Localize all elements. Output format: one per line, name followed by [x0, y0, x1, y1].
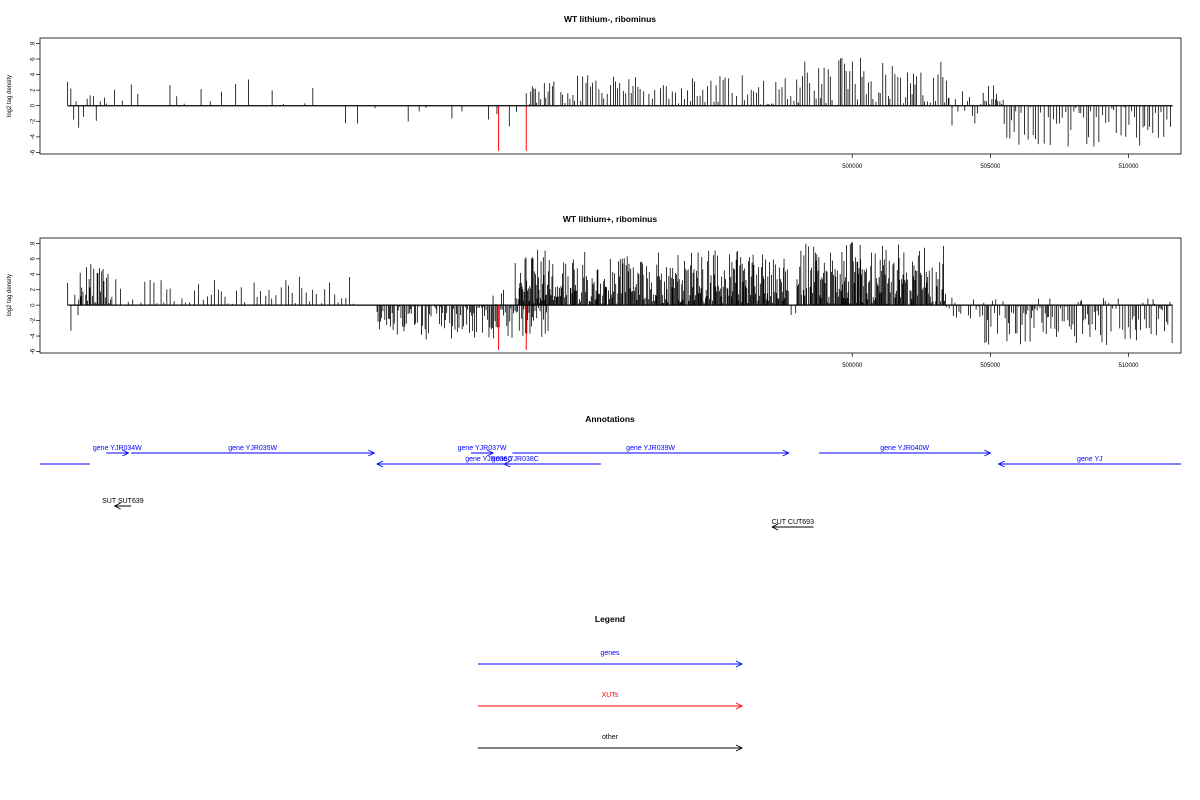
gene-label: gene YJR036C	[465, 456, 512, 463]
y-tick-label: -2	[31, 317, 37, 323]
gene-label: gene YJR040W	[880, 445, 929, 452]
panel1-plot-frame	[39, 37, 1182, 155]
legend-items: genes XUTs other	[478, 650, 744, 752]
arrowhead-right	[486, 449, 495, 457]
x-tick-label: 510000	[1118, 164, 1139, 170]
arrowhead-right	[122, 449, 130, 457]
other-label: CUT CUT693	[772, 519, 814, 526]
panel1-xut-bars	[498, 105, 527, 151]
gene-annotation: gene YJR035W	[131, 445, 376, 457]
y-tick-label: -6	[31, 348, 37, 354]
panel2-title: WT lithium+, ribominus	[563, 214, 657, 224]
panel1-x-axis: 500000 505000 510000	[842, 154, 1139, 170]
panel1-title: WT lithium-, ribominus	[564, 14, 656, 24]
legend-arrowhead	[735, 744, 744, 752]
other-label: SUT SUT639	[102, 498, 144, 505]
y-tick-label: 8	[31, 41, 37, 45]
y-tick-label: 0	[31, 303, 37, 307]
x-tick-label: 500000	[842, 164, 863, 170]
legend-item: genes	[478, 650, 744, 668]
arrowhead-left	[771, 523, 779, 531]
arrowhead-left	[113, 502, 121, 510]
arrowhead-right	[984, 449, 992, 457]
y-tick-label: 6	[31, 57, 37, 61]
panel2-x-axis: 500000 505000 510000	[842, 353, 1139, 369]
legend-title: Legend	[595, 614, 625, 624]
other-annotation: CUT CUT693	[771, 519, 814, 531]
panel2-ylabel: log2 tag density	[7, 274, 13, 316]
y-tick-label: -2	[31, 118, 37, 124]
legend-label: genes	[600, 650, 620, 657]
x-tick-label: 505000	[980, 363, 1001, 369]
gene-label: gene YJR037W	[458, 445, 507, 452]
gene-annotation: gene YJR037W	[458, 445, 507, 457]
arrowhead-left	[503, 460, 511, 468]
gene-annotation: gene YJR034W	[93, 445, 142, 457]
other-annotations: SUT SUT639 CUT CUT693	[102, 498, 814, 531]
legend-arrowhead	[735, 702, 744, 710]
y-tick-label: -6	[31, 149, 37, 155]
arrowhead-right	[368, 449, 376, 457]
y-tick-label: 2	[31, 287, 37, 291]
x-tick-label: 510000	[1118, 363, 1139, 369]
panel2-plot-frame	[39, 237, 1182, 354]
gene-label: gene YJR034W	[93, 445, 142, 452]
gene-annotation: gene YJR038C	[492, 456, 539, 468]
gene-label: gene YJR035W	[228, 445, 277, 452]
other-annotation: SUT SUT639	[102, 498, 144, 510]
panel2-bars	[67, 242, 1173, 345]
panel-lithium-plus: WT lithium+, ribominus log2 tag density …	[7, 214, 1182, 369]
y-tick-label: 8	[31, 241, 37, 245]
legend-label: other	[602, 734, 619, 741]
y-tick-label: 4	[31, 72, 37, 76]
panel1-bars	[67, 57, 1171, 147]
gene-annotation: gene YJ	[997, 456, 1181, 468]
y-tick-label: 0	[31, 103, 37, 107]
legend: Legend genes XUTs other	[478, 614, 744, 752]
gene-label: gene YJ	[1077, 456, 1103, 463]
legend-label: XUTs	[602, 692, 619, 699]
annotations-track: Annotations gene YJR034W gene YJR035W gene…	[40, 414, 1181, 531]
arrowhead-left	[997, 460, 1005, 468]
arrowhead-right	[782, 449, 790, 457]
legend-item: XUTs	[478, 692, 744, 710]
arrowhead-left	[376, 460, 384, 468]
y-tick-label: 4	[31, 272, 37, 276]
y-tick-label: -4	[31, 134, 37, 140]
x-tick-label: 500000	[842, 363, 863, 369]
panel1-ylabel: log2 tag density	[7, 75, 13, 117]
y-tick-label: 6	[31, 257, 37, 261]
gene-annotation: gene YJR036C	[376, 456, 601, 468]
panel2-y-axis: -6 -4 -2 0 2 4 6 8	[31, 241, 40, 354]
y-tick-label: 2	[31, 88, 37, 92]
gene-label: gene YJR039W	[626, 445, 675, 452]
panel1-y-axis: -6 -4 -2 0 2 4 6 8	[31, 41, 40, 155]
gene-label: gene YJR038C	[492, 456, 539, 463]
panel-lithium-minus: WT lithium-, ribominus log2 tag density …	[7, 14, 1182, 170]
y-tick-label: -4	[31, 333, 37, 339]
x-tick-label: 505000	[980, 164, 1001, 170]
annotations-title: Annotations	[585, 414, 635, 424]
gene-annotation: gene YJR040W	[819, 445, 992, 457]
legend-arrowhead	[735, 660, 744, 668]
legend-item: other	[478, 734, 744, 752]
panel2-xut-bars	[498, 305, 527, 350]
gene-annotation: gene YJR039W	[512, 445, 790, 457]
